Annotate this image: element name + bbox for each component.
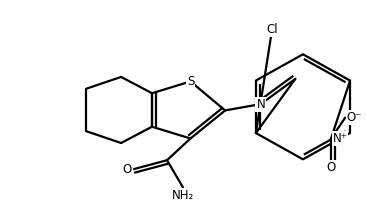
Text: N⁺: N⁺ bbox=[333, 132, 348, 145]
Text: N: N bbox=[257, 98, 265, 111]
Text: O: O bbox=[327, 161, 336, 174]
Text: Cl: Cl bbox=[266, 23, 278, 36]
Text: O: O bbox=[123, 163, 132, 176]
Text: S: S bbox=[187, 75, 194, 88]
Text: NH₂: NH₂ bbox=[172, 189, 194, 202]
Text: O⁻: O⁻ bbox=[347, 111, 362, 124]
